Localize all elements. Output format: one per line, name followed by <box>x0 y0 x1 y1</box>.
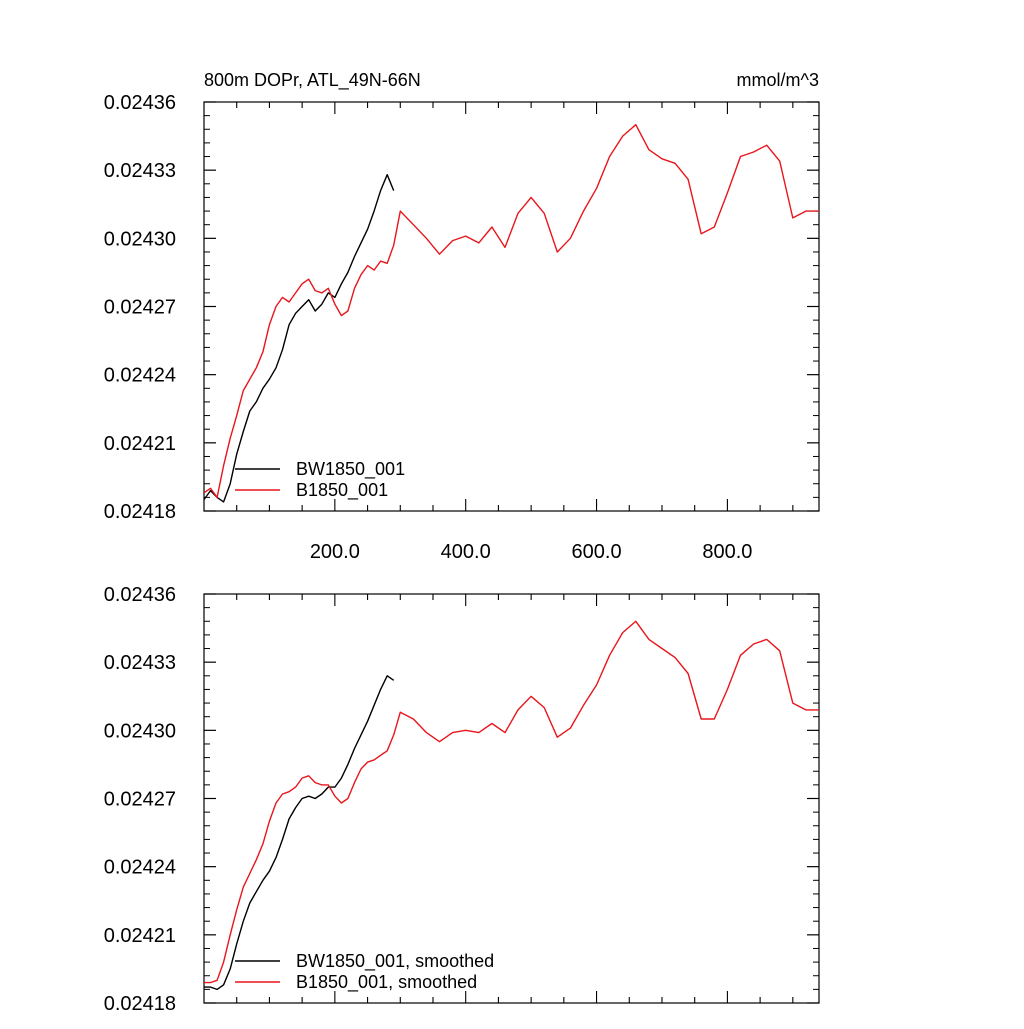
y-tick-label: 0.02433 <box>104 652 176 674</box>
y-tick-label: 0.02433 <box>104 160 176 182</box>
y-tick-label: 0.02427 <box>104 297 176 319</box>
y-tick-label: 0.02427 <box>104 789 176 811</box>
x-tick-label: 600.0 <box>572 541 622 563</box>
series-line <box>203 123 819 499</box>
y-tick-label: 0.02421 <box>104 433 176 455</box>
y-tick-label: 0.02436 <box>104 584 176 606</box>
legend-label: BW1850_001 <box>296 459 405 480</box>
y-tick-label: 0.02418 <box>104 501 176 523</box>
x-tick-label: 400.0 <box>441 541 491 563</box>
legend-label: BW1850_001, smoothed <box>296 951 494 972</box>
y-tick-label: 0.02430 <box>104 720 176 742</box>
y-tick-label: 0.02424 <box>104 857 176 879</box>
x-tick-label: 200.0 <box>310 541 360 563</box>
series-line <box>204 620 819 984</box>
x-tick-label: 800.0 <box>702 541 752 563</box>
series-line <box>203 173 395 503</box>
plot-frame <box>203 593 820 1004</box>
y-tick-label: 0.02418 <box>104 993 176 1015</box>
y-tick-label: 0.02424 <box>104 365 176 387</box>
y-tick-label: 0.02430 <box>104 228 176 250</box>
units-label: mmol/m^3 <box>737 70 819 90</box>
top-panel: 0.02418 0.02421 0.02424 0.02427 0.02430 0.024… <box>104 92 820 563</box>
y-tick-label: 0.02436 <box>104 92 176 114</box>
legend-label: B1850_001, smoothed <box>296 972 477 993</box>
series-line <box>204 675 395 991</box>
bottom-panel: 0.02418 0.02421 0.02424 0.02427 0.02430 0.024… <box>104 584 820 1015</box>
y-tick-label: 0.02421 <box>104 925 176 947</box>
plot-frame <box>203 101 820 512</box>
legend-label: B1850_001 <box>296 480 388 501</box>
chart-title: 800m DOPr, ATL_49N-66N <box>204 70 421 91</box>
